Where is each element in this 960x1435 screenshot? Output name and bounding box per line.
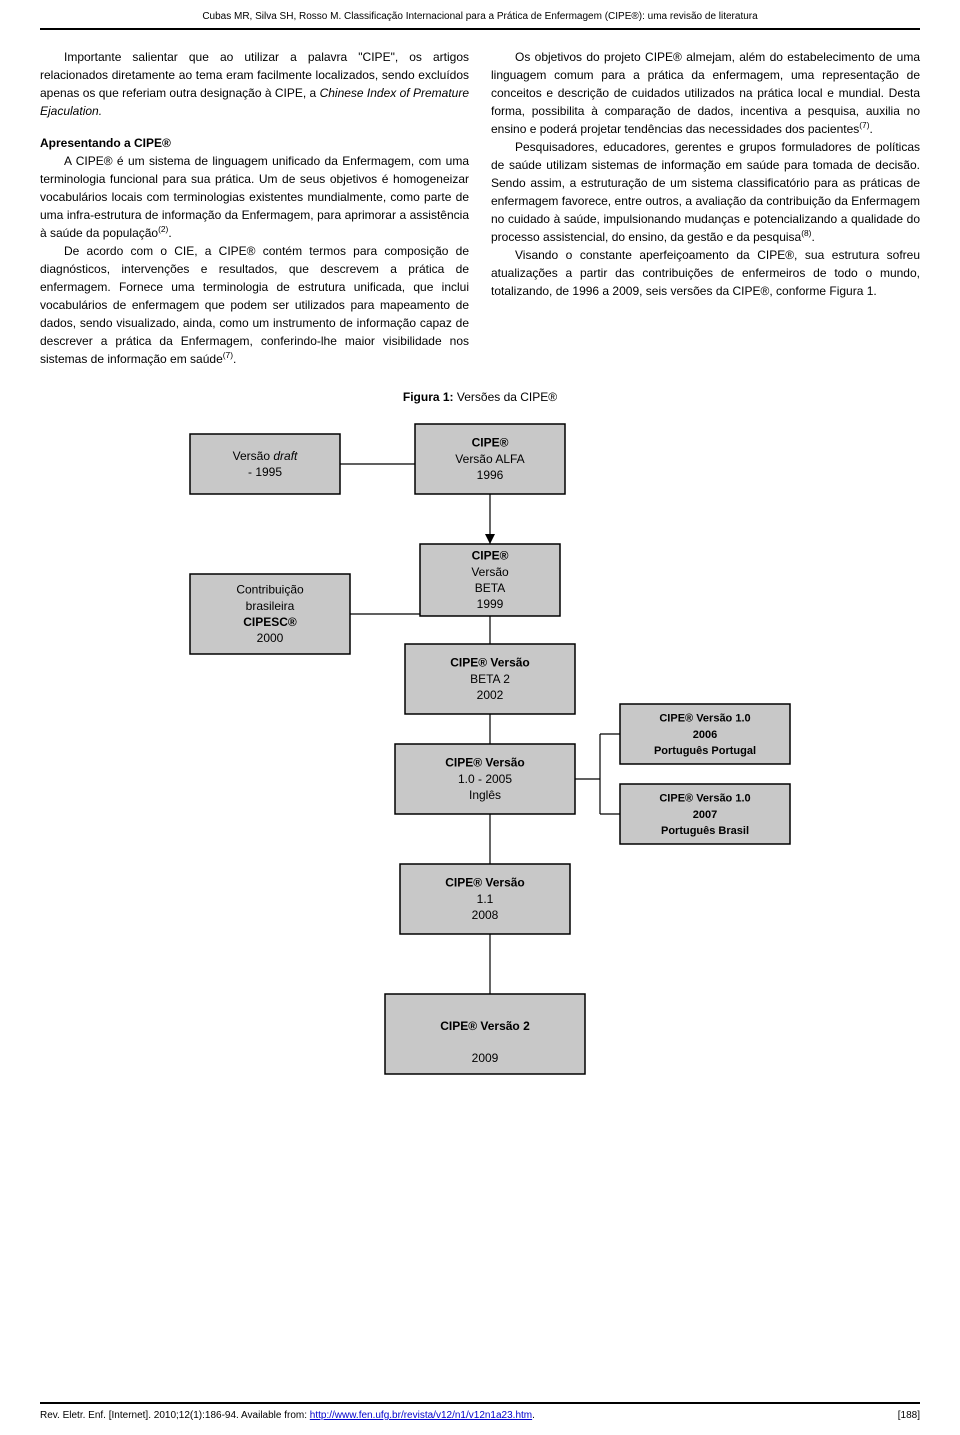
svg-text:CIPE® Versão: CIPE® Versão bbox=[450, 656, 530, 670]
running-header: Cubas MR, Silva SH, Rosso M. Classificaç… bbox=[40, 10, 920, 30]
left-column: Importante salientar que ao utilizar a p… bbox=[40, 48, 469, 368]
cite-7a: (7) bbox=[223, 350, 233, 360]
para-3-tail: . bbox=[233, 352, 236, 366]
svg-text:CIPE®: CIPE® bbox=[472, 436, 509, 450]
svg-text:2000: 2000 bbox=[257, 631, 284, 645]
para-2-text: A CIPE® é um sistema de linguagem unific… bbox=[40, 154, 469, 240]
cite-2: (2) bbox=[158, 224, 168, 234]
svg-text:2007: 2007 bbox=[693, 809, 717, 821]
figure-caption-rest: Versões da CIPE® bbox=[454, 390, 558, 404]
version-flowchart: Versão draft - 1995 CIPE® Versão ALFA 1996 CI… bbox=[130, 414, 830, 1154]
para-2-tail: . bbox=[168, 226, 171, 240]
svg-text:CIPE® Versão: CIPE® Versão bbox=[445, 756, 525, 770]
para-r2-text: Pesquisadores, educadores, gerentes e gr… bbox=[491, 140, 920, 244]
footer-suffix: . bbox=[532, 1410, 535, 1421]
svg-text:CIPE® Versão 2: CIPE® Versão 2 bbox=[440, 1019, 530, 1033]
svg-text:Versão draft: Versão draft bbox=[233, 449, 298, 463]
svg-text:Português Brasil: Português Brasil bbox=[661, 825, 749, 837]
section-heading-block: Apresentando a CIPE® bbox=[40, 134, 469, 152]
para-r1-text: Os objetivos do projeto CIPE® almejam, a… bbox=[491, 50, 920, 136]
para-2: A CIPE® é um sistema de linguagem unific… bbox=[40, 152, 469, 242]
para-intro: Importante salientar que ao utilizar a p… bbox=[40, 48, 469, 120]
svg-text:BETA: BETA bbox=[475, 581, 505, 595]
para-r2-tail: . bbox=[811, 230, 814, 244]
svg-text:Versão ALFA: Versão ALFA bbox=[455, 452, 524, 466]
svg-text:2006: 2006 bbox=[693, 729, 717, 741]
svg-text:1996: 1996 bbox=[477, 468, 504, 482]
svg-text:1.0 - 2005: 1.0 - 2005 bbox=[458, 772, 512, 786]
cite-8: (8) bbox=[801, 228, 811, 238]
svg-text:Português Portugal: Português Portugal bbox=[654, 745, 756, 757]
svg-text:CIPE® Versão 1.0: CIPE® Versão 1.0 bbox=[659, 793, 750, 805]
svg-text:1.1: 1.1 bbox=[477, 892, 494, 906]
footer-link[interactable]: http://www.fen.ufg.br/revista/v12/n1/v12… bbox=[310, 1410, 532, 1421]
svg-text:CIPESC®: CIPESC® bbox=[243, 615, 297, 629]
svg-text:CIPE®: CIPE® bbox=[472, 549, 509, 563]
para-3-text: De acordo com o CIE, a CIPE® contém term… bbox=[40, 244, 469, 366]
footer-citation: Rev. Eletr. Enf. [Internet]. 2010;12(1):… bbox=[40, 1410, 535, 1421]
para-3: De acordo com o CIE, a CIPE® contém term… bbox=[40, 242, 469, 368]
para-r2: Pesquisadores, educadores, gerentes e gr… bbox=[491, 138, 920, 246]
svg-text:2002: 2002 bbox=[477, 688, 504, 702]
svg-text:- 1995: - 1995 bbox=[248, 465, 282, 479]
svg-text:brasileira: brasileira bbox=[246, 599, 295, 613]
svg-text:Versão: Versão bbox=[471, 565, 509, 579]
page-number: [188] bbox=[898, 1410, 920, 1421]
footer-prefix: Rev. Eletr. Enf. [Internet]. 2010;12(1):… bbox=[40, 1410, 310, 1421]
svg-text:2009: 2009 bbox=[472, 1051, 499, 1065]
right-column: Os objetivos do projeto CIPE® almejam, a… bbox=[491, 48, 920, 368]
figure-caption-bold: Figura 1: bbox=[403, 390, 454, 404]
cite-7b: (7) bbox=[859, 120, 869, 130]
svg-text:CIPE® Versão: CIPE® Versão bbox=[445, 876, 525, 890]
svg-text:2008: 2008 bbox=[472, 908, 499, 922]
svg-text:Inglês: Inglês bbox=[469, 788, 501, 802]
figure-1: Figura 1: Versões da CIPE® Versão draft -… bbox=[40, 390, 920, 1154]
page-footer: Rev. Eletr. Enf. [Internet]. 2010;12(1):… bbox=[40, 1402, 920, 1421]
para-r3: Visando o constante aperfeiçoamento da C… bbox=[491, 246, 920, 300]
two-column-body: Importante salientar que ao utilizar a p… bbox=[40, 48, 920, 368]
para-r1: Os objetivos do projeto CIPE® almejam, a… bbox=[491, 48, 920, 138]
svg-text:1999: 1999 bbox=[477, 597, 504, 611]
svg-text:CIPE® Versão 1.0: CIPE® Versão 1.0 bbox=[659, 713, 750, 725]
svg-text:Contribuição: Contribuição bbox=[236, 583, 304, 597]
figure-caption: Figura 1: Versões da CIPE® bbox=[40, 390, 920, 404]
svg-text:BETA 2: BETA 2 bbox=[470, 672, 510, 686]
section-heading: Apresentando a CIPE® bbox=[40, 136, 171, 150]
para-r1-tail: . bbox=[870, 122, 873, 136]
